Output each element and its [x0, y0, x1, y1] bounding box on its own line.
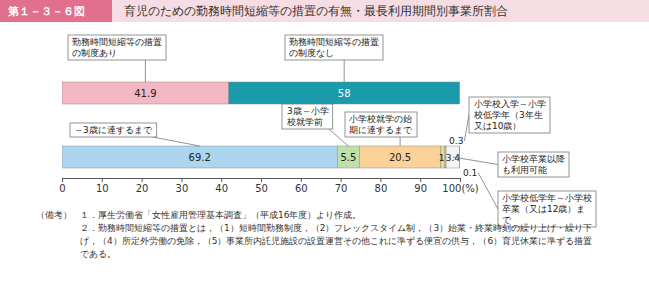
notes: （備考） １．厚生労働省「女性雇用管理基本調査」（平成16年度）より作成。 ２．勤務…	[36, 210, 592, 259]
x-tick-mark	[380, 178, 381, 182]
bars	[62, 82, 460, 168]
x-tick-label: 90	[414, 183, 427, 194]
callout-box	[282, 104, 333, 129]
x-tick-mark	[341, 178, 342, 182]
series-name: 小学校就学の始期に達するまで	[349, 114, 413, 135]
data-label: 20.5	[389, 152, 411, 163]
title-background	[0, 0, 649, 22]
data-label: 58	[338, 88, 351, 99]
callout: 小学校就学の始期に達するまで	[345, 112, 417, 146]
x-tick-mark	[142, 178, 143, 182]
x-tick: 30	[176, 178, 189, 194]
callout: 小学校卒業以降も利用可能	[453, 152, 569, 177]
x-tick-label: 70	[335, 183, 348, 194]
data-label: 5.5	[340, 152, 356, 163]
callouts: 勤務時間短縮等の措置の制度あり 勤務時間短縮等の措置の制度なし ～3歳に達するまで 3…	[68, 35, 596, 227]
x-tick-mark	[221, 178, 222, 182]
callout-leader	[153, 137, 200, 146]
x-tick: 0	[59, 178, 65, 194]
callout-leader	[453, 157, 498, 165]
series-name: 3歳～小学校就学前	[286, 106, 329, 127]
x-tick-mark	[301, 178, 302, 182]
data-label: 0.3	[449, 136, 463, 146]
data-label: 69.2	[189, 152, 211, 163]
note: ２．勤務時間短縮等の措置とは，（1）短時間勤務制度，（2）フレックスタイム制，（…	[80, 223, 592, 259]
callout: 3歳～小学校就学前	[282, 104, 348, 146]
callout-box	[498, 191, 596, 227]
x-tick-label: 0	[59, 183, 65, 194]
x-tick-label: 40	[215, 183, 228, 194]
series-name: 小学校低学年～小学校卒業（又は12歳）まで	[502, 193, 592, 225]
chart-root: 第１－３－６図 育児のための勤務時間短縮等の措置の有無・最長利用期間別事業所割合 0…	[0, 0, 649, 284]
x-tick: 60	[295, 178, 308, 194]
callout-box	[469, 97, 550, 133]
bar-segment	[229, 82, 460, 104]
callout: 勤務時間短縮等の措置の制度なし	[285, 35, 383, 82]
bar-segment	[62, 146, 337, 168]
x-tick-label: 60	[295, 183, 308, 194]
callout-leader	[464, 115, 469, 141]
x-tick-mark	[102, 178, 103, 182]
note: １．厚生労働省「女性雇用管理基本調査」（平成16年度）より作成。	[80, 210, 361, 220]
x-tick: 20	[136, 178, 149, 194]
x-tick-label: 50	[255, 183, 268, 194]
callout-box	[68, 35, 166, 60]
callout-leader	[145, 60, 146, 82]
title: 育児のための勤務時間短縮等の措置の有無・最長利用期間別事業所割合	[124, 4, 508, 18]
x-tick: 10	[96, 178, 109, 194]
callout-box	[498, 152, 569, 177]
x-axis-line	[63, 179, 461, 183]
x-tick-label: 10	[96, 183, 109, 194]
data-label: 0.1	[463, 168, 477, 178]
x-tick-mark	[62, 178, 63, 182]
x-tick-mark	[261, 178, 262, 182]
x-tick-label: 20	[136, 183, 149, 194]
x-tick: 50	[255, 178, 268, 194]
figure-number: 第１－３－６図	[7, 5, 85, 18]
x-tick-mark	[460, 178, 461, 182]
x-tick: 90	[414, 178, 427, 194]
data-label: 1	[439, 153, 445, 163]
x-tick-mark	[181, 178, 182, 182]
figure-number-badge	[0, 0, 112, 22]
series-name: 勤務時間短縮等の措置の制度あり	[72, 37, 162, 58]
callout: 小学校低学年～小学校卒業（又は12歳）まで	[478, 173, 596, 227]
x-tick: 80	[375, 178, 388, 194]
callout-box	[70, 123, 157, 137]
series-name: 小学校入学～小学校低学年（3年生又は10歳）	[473, 99, 546, 131]
x-axis: 0 10 20 30 40 50 60 70 80 90 100(%)	[59, 178, 478, 194]
series-name: 小学校卒業以降も利用可能	[502, 154, 565, 175]
data-labels: 41.95869.25.520.510.33.40.1	[134, 88, 477, 178]
x-tick: 70	[335, 178, 348, 194]
chart-svg: 第１－３－６図 育児のための勤務時間短縮等の措置の有無・最長利用期間別事業所割合 0…	[0, 0, 649, 284]
x-tick-label: 30	[176, 183, 189, 194]
x-tick: 100(%)	[442, 178, 478, 194]
bar-segment	[359, 146, 441, 168]
bar-segment	[62, 82, 229, 104]
data-label: 41.9	[134, 88, 156, 99]
series-name: 勤務時間短縮等の措置の制度なし	[289, 37, 379, 58]
callout-leader	[478, 173, 498, 209]
callout: ～3歳に達するまで	[70, 123, 200, 146]
bar-segment	[337, 146, 359, 168]
x-tick-label: 80	[375, 183, 388, 194]
x-tick-label: 100(%)	[442, 183, 478, 194]
notes-label: （備考）	[36, 210, 72, 220]
callout-leader	[400, 137, 401, 146]
callout: 小学校入学～小学校低学年（3年生又は10歳）	[464, 97, 550, 141]
callout-box	[285, 35, 383, 60]
x-tick-mark	[420, 178, 421, 182]
x-tick: 40	[215, 178, 228, 194]
callout: 勤務時間短縮等の措置の制度あり	[68, 35, 166, 82]
callout-leader	[344, 60, 345, 82]
series-name: ～3歳に達するまで	[74, 125, 153, 135]
callout-box	[345, 112, 417, 137]
